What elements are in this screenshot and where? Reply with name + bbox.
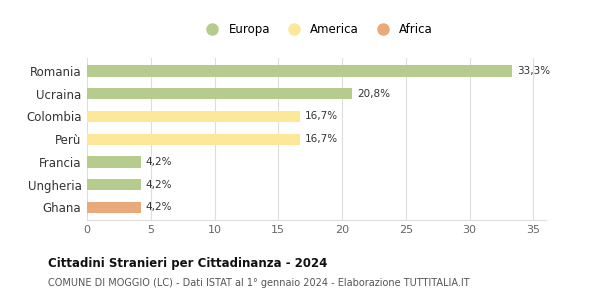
Text: 33,3%: 33,3% [517, 66, 550, 76]
Text: Cittadini Stranieri per Cittadinanza - 2024: Cittadini Stranieri per Cittadinanza - 2… [48, 257, 328, 270]
Text: 4,2%: 4,2% [146, 157, 172, 167]
Text: 16,7%: 16,7% [305, 134, 338, 144]
Legend: Europa, America, Africa: Europa, America, Africa [196, 19, 437, 41]
Bar [87, 65, 512, 77]
Text: COMUNE DI MOGGIO (LC) - Dati ISTAT al 1° gennaio 2024 - Elaborazione TUTTITALIA.: COMUNE DI MOGGIO (LC) - Dati ISTAT al 1°… [48, 278, 470, 288]
Bar [87, 88, 352, 99]
Bar [87, 179, 140, 190]
Text: 4,2%: 4,2% [146, 202, 172, 212]
Bar [87, 156, 140, 168]
Bar [87, 133, 300, 145]
Bar [87, 202, 140, 213]
Text: 20,8%: 20,8% [358, 89, 391, 99]
Bar [87, 111, 300, 122]
Text: 4,2%: 4,2% [146, 180, 172, 190]
Text: 16,7%: 16,7% [305, 111, 338, 122]
